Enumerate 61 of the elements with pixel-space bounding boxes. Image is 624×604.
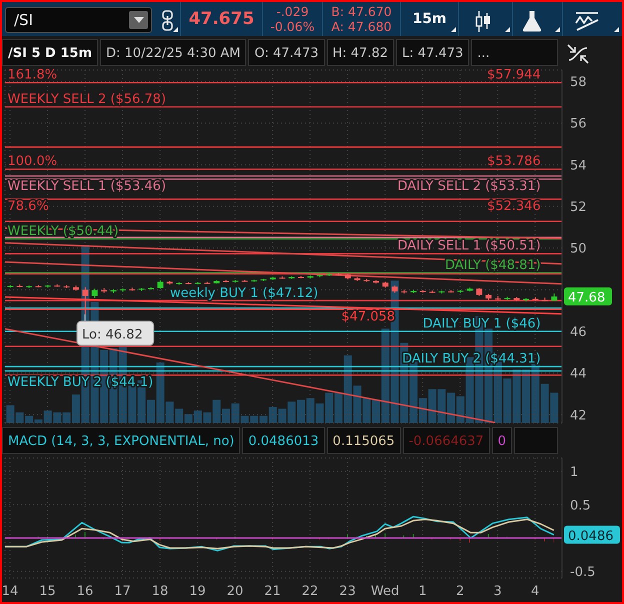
x-tick-label: 14 <box>2 584 18 600</box>
annotation: 0.0486 <box>568 528 614 544</box>
x-tick-label: 4 <box>530 584 540 600</box>
annotation: weekly BUY 1 ($47.12) <box>170 286 318 302</box>
annotation: 78.6% <box>8 199 49 214</box>
x-tick-label: 19 <box>189 584 206 600</box>
x-tick-label: 22 <box>302 584 318 600</box>
y-tick-label: 54 <box>570 158 587 174</box>
y-tick-label: 44 <box>570 366 587 382</box>
y-tick-label: -0.5 <box>570 564 596 580</box>
y-tick-label: 46 <box>570 324 587 340</box>
y-tick-label: 50 <box>570 242 587 257</box>
annotation: WEEKLY SELL 1 ($53.46) <box>8 179 166 194</box>
annotation: $57.944 <box>486 68 541 83</box>
annotation: WEEKLY SELL 2 ($56.78) <box>8 92 166 107</box>
annotation: $53.786 <box>486 154 541 170</box>
y-tick-label: 1 <box>570 464 578 480</box>
text: 47.675 <box>188 8 254 28</box>
annotation: DAILY BUY 1 ($46) <box>422 316 541 332</box>
x-tick-label: 21 <box>264 584 281 600</box>
y-tick-label: 0.5 <box>570 498 591 514</box>
x-tick-label: 3 <box>493 584 502 600</box>
text: -.029 <box>276 4 309 19</box>
x-tick-label: 16 <box>76 584 94 600</box>
text: 0 <box>492 427 512 454</box>
annotation: DAILY SELL 1 ($50.51) <box>398 238 541 254</box>
text: -0.0664637 <box>402 427 490 454</box>
x-tick-label: 2 <box>456 584 464 600</box>
chart-title: /SI 5 D 15m <box>2 39 98 66</box>
text: L: 47.473 <box>396 39 470 66</box>
annotation: DAILY ($48.81) <box>445 258 541 273</box>
chart-title: MACD (14, 3, 3, EXPONENTIAL, no) <box>2 427 240 454</box>
annotation: DAILY SELL 2 ($53.31) <box>398 179 541 194</box>
annotation: 47.68 <box>568 290 606 306</box>
x-tick-label: 23 <box>339 584 356 600</box>
annotation: Lo: 46.82 <box>82 327 143 342</box>
text: -0.06% <box>270 19 315 34</box>
text: A: 47.680 <box>331 19 392 34</box>
y-tick-label: 52 <box>570 200 587 216</box>
x-tick-label: 1 <box>418 584 427 600</box>
text: B: 47.670 <box>331 4 392 19</box>
text: H: 47.82 <box>326 39 394 66</box>
x-tick-label: 17 <box>114 584 131 600</box>
annotation: $52.346 <box>486 199 541 214</box>
y-tick-label: 42 <box>570 408 587 424</box>
text: 15m <box>412 10 447 26</box>
text: D: 10/22/25 4:30 AM <box>100 39 246 66</box>
annotation: $47.058 <box>341 309 396 324</box>
x-tick-label: 15 <box>39 584 56 600</box>
text: 0.0486013 <box>242 427 325 454</box>
text: O: 47.473 <box>248 39 324 66</box>
annotation: 100.0% <box>8 154 58 170</box>
annotation: 161.8% <box>8 68 58 83</box>
symbol-field: /SI <box>5 7 152 33</box>
x-tick-label: 18 <box>152 584 168 600</box>
x-tick-label: 20 <box>226 584 244 600</box>
y-tick-label: 56 <box>570 116 587 132</box>
text: 0.115065 <box>326 427 401 454</box>
y-tick-label: 58 <box>570 75 587 90</box>
text: ... <box>471 39 558 66</box>
x-tick-label: Wed <box>370 584 400 600</box>
